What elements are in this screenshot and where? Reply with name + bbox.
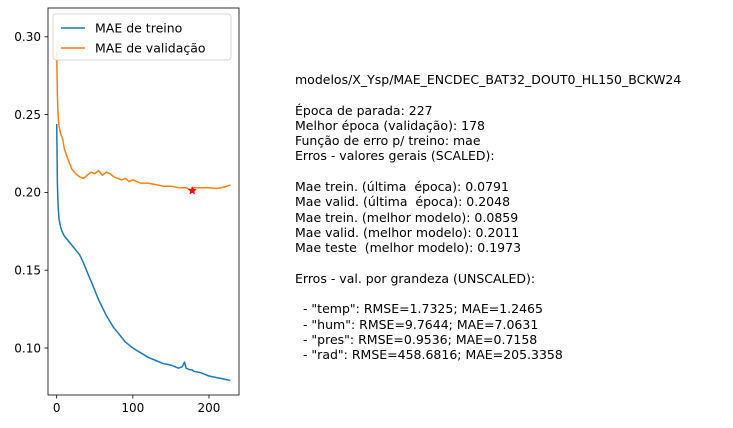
info-panel: modelos/X_Ysp/MAE_ENCDEC_BAT32_DOUT0_HL1… <box>295 72 727 363</box>
spacer <box>295 164 727 179</box>
legend-label: MAE de validação <box>95 41 206 56</box>
mae-train-last: Mae trein. (última época): 0.0791 <box>295 179 727 194</box>
stop-epoch: Época de parada: 227 <box>295 103 727 118</box>
loss-function: Função de erro p/ treino: mae <box>295 133 727 148</box>
spacer <box>295 286 727 301</box>
spacer <box>295 256 727 271</box>
series-line-train <box>57 124 231 381</box>
variable-rad: - "rad": RMSE=458.6816; MAE=205.3358 <box>295 347 727 362</box>
spacer <box>295 87 727 102</box>
legend: MAE de treino MAE de validação <box>53 14 231 60</box>
x-tick-label: 100 <box>121 401 144 415</box>
y-tick-label: 0.15 <box>14 264 41 278</box>
model-path: modelos/X_Ysp/MAE_ENCDEC_BAT32_DOUT0_HL1… <box>295 72 727 87</box>
y-tick-label: 0.25 <box>14 108 41 122</box>
legend-label: MAE de treino <box>95 21 182 36</box>
y-tick-label: 0.30 <box>14 30 41 44</box>
x-tick-label: 200 <box>198 401 221 415</box>
general-errors-header: Erros - valores gerais (SCALED): <box>295 148 727 163</box>
x-tick-label: 0 <box>53 401 61 415</box>
mae-valid-last: Mae valid. (última época): 0.2048 <box>295 194 727 209</box>
variable-temp: - "temp": RMSE=1.7325; MAE=1.2465 <box>295 301 727 316</box>
mae-train-best: Mae trein. (melhor modelo): 0.0859 <box>295 210 727 225</box>
y-tick-label: 0.10 <box>14 341 41 355</box>
mae-test-best: Mae teste (melhor modelo): 0.1973 <box>295 240 727 255</box>
plot-frame <box>48 8 239 395</box>
variable-hum: - "hum": RMSE=9.7644; MAE=7.0631 <box>295 317 727 332</box>
best-epoch: Melhor época (validação): 178 <box>295 118 727 133</box>
series-line-validation <box>57 52 231 190</box>
y-tick-label: 0.20 <box>14 186 41 200</box>
variable-pres: - "pres": RMSE=0.9536; MAE=0.7158 <box>295 332 727 347</box>
per-variable-header: Erros - val. por grandeza (UNSCALED): <box>295 271 727 286</box>
mae-valid-best: Mae valid. (melhor modelo): 0.2011 <box>295 225 727 240</box>
